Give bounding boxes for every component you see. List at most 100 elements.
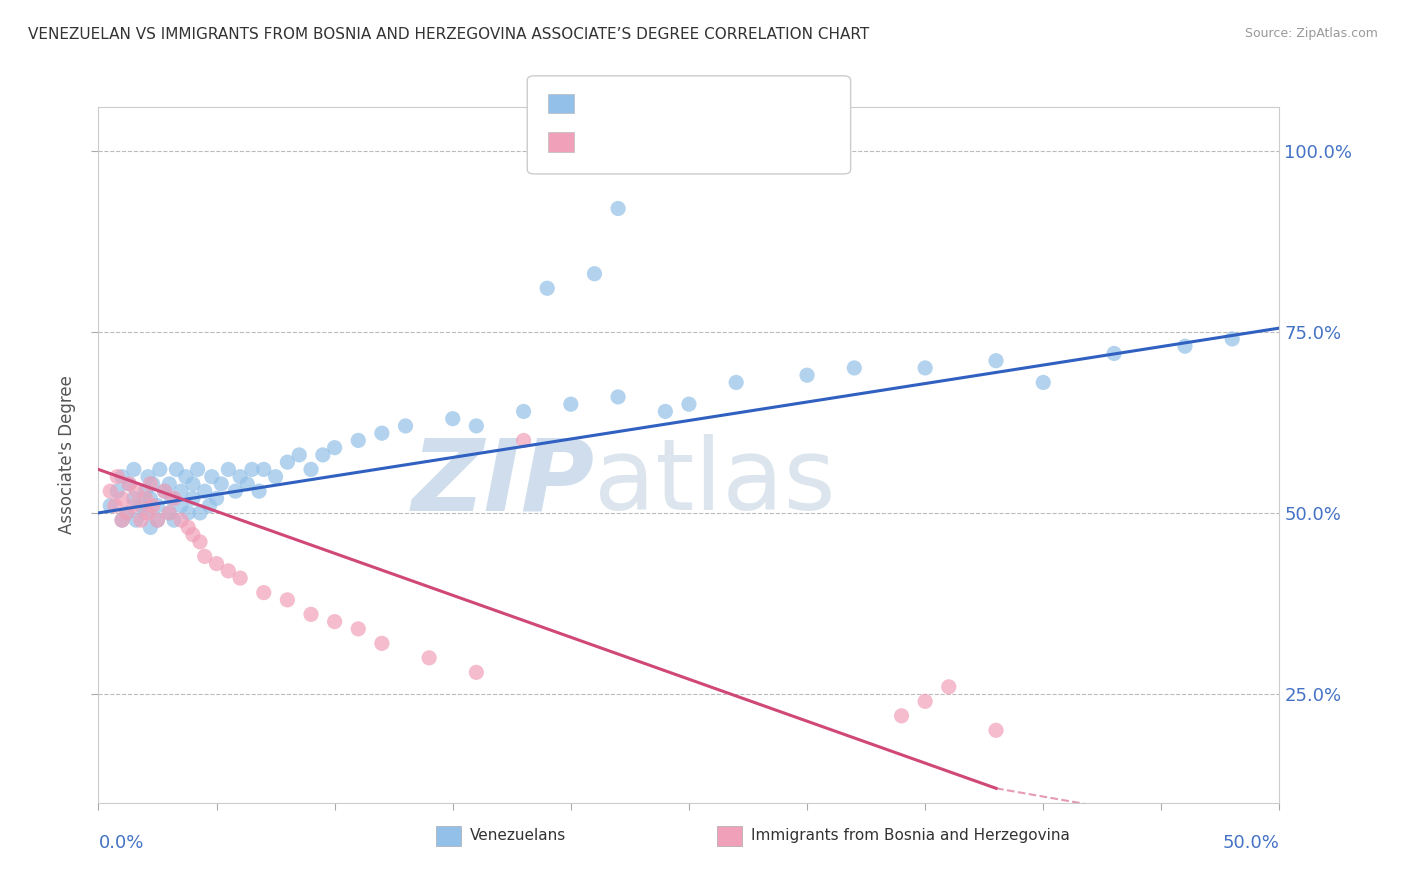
Point (209, 476, 232, 491)
Text: N =: N = (675, 132, 723, 150)
Point (276, 455, 298, 469)
Point (1032, 376, 1054, 390)
Point (122, 491, 145, 506)
Point (181, 491, 204, 506)
Point (217, 564, 239, 578)
Point (104, 499, 127, 513)
Point (115, 506, 138, 520)
Point (890, 708, 912, 723)
Point (512, 404, 534, 418)
Point (111, 513, 134, 527)
Point (465, 665, 488, 680)
Text: ZIP: ZIP (412, 434, 595, 532)
Point (347, 622, 370, 636)
Point (139, 476, 162, 491)
Point (607, 202, 630, 216)
Point (98, 499, 121, 513)
Point (194, 549, 217, 564)
Point (129, 513, 152, 527)
Point (1102, 346, 1125, 360)
Text: Immigrants from Bosnia and Herzegovina: Immigrants from Bosnia and Herzegovina (751, 829, 1070, 843)
Point (170, 484, 193, 499)
Point (299, 607, 322, 622)
Text: 0.440: 0.440 (619, 94, 671, 112)
Point (139, 491, 162, 506)
Text: R =: R = (582, 132, 619, 150)
Point (163, 491, 186, 506)
Point (111, 491, 134, 506)
Point (135, 484, 157, 499)
Point (201, 469, 224, 483)
Text: N =: N = (675, 94, 723, 112)
Point (229, 571, 252, 585)
Point (142, 499, 165, 513)
Point (181, 476, 204, 491)
Point (678, 397, 700, 411)
Point (240, 462, 263, 476)
Point (654, 404, 676, 418)
Point (165, 462, 187, 476)
Point (198, 499, 221, 513)
Point (607, 390, 630, 404)
Point (153, 484, 176, 499)
Point (914, 361, 936, 376)
Point (157, 506, 180, 520)
Point (181, 527, 204, 541)
Point (984, 723, 1007, 738)
Point (583, 267, 606, 281)
Point (142, 476, 165, 491)
Point (111, 513, 134, 527)
Point (441, 411, 464, 425)
Point (288, 448, 311, 462)
Point (135, 491, 157, 506)
Text: Source: ZipAtlas.com: Source: ZipAtlas.com (1244, 27, 1378, 40)
Point (118, 476, 141, 491)
Point (217, 462, 239, 476)
Point (247, 484, 270, 499)
Point (938, 680, 960, 694)
Point (146, 499, 169, 513)
Point (118, 476, 141, 491)
Point (371, 636, 394, 650)
Point (153, 484, 176, 499)
Point (299, 462, 322, 476)
Point (122, 462, 145, 476)
Point (122, 499, 145, 513)
Point (276, 592, 298, 607)
Point (264, 469, 287, 483)
Point (111, 469, 134, 483)
Point (115, 506, 138, 520)
Point (135, 506, 157, 520)
Point (394, 419, 416, 434)
Point (312, 448, 335, 462)
Point (1174, 339, 1197, 353)
Point (1220, 332, 1243, 346)
Point (536, 281, 558, 295)
Point (984, 353, 1007, 368)
Point (125, 513, 148, 527)
Point (187, 462, 209, 476)
Point (253, 585, 276, 599)
Point (796, 368, 818, 383)
Text: -0.693: -0.693 (619, 132, 678, 150)
Point (560, 397, 582, 411)
Point (174, 469, 197, 483)
Point (914, 694, 936, 708)
Point (725, 376, 748, 390)
Point (170, 499, 193, 513)
Point (177, 520, 200, 534)
Text: 70: 70 (731, 94, 754, 112)
Point (188, 506, 211, 520)
Point (105, 469, 128, 483)
Point (163, 513, 186, 527)
Text: R =: R = (582, 94, 619, 112)
Point (105, 484, 128, 499)
Point (236, 476, 259, 491)
Point (170, 513, 193, 527)
Point (229, 469, 252, 483)
Point (188, 535, 211, 549)
Point (224, 484, 246, 499)
Y-axis label: Associate's Degree: Associate's Degree (58, 376, 76, 534)
Point (177, 506, 200, 520)
Point (205, 491, 228, 506)
